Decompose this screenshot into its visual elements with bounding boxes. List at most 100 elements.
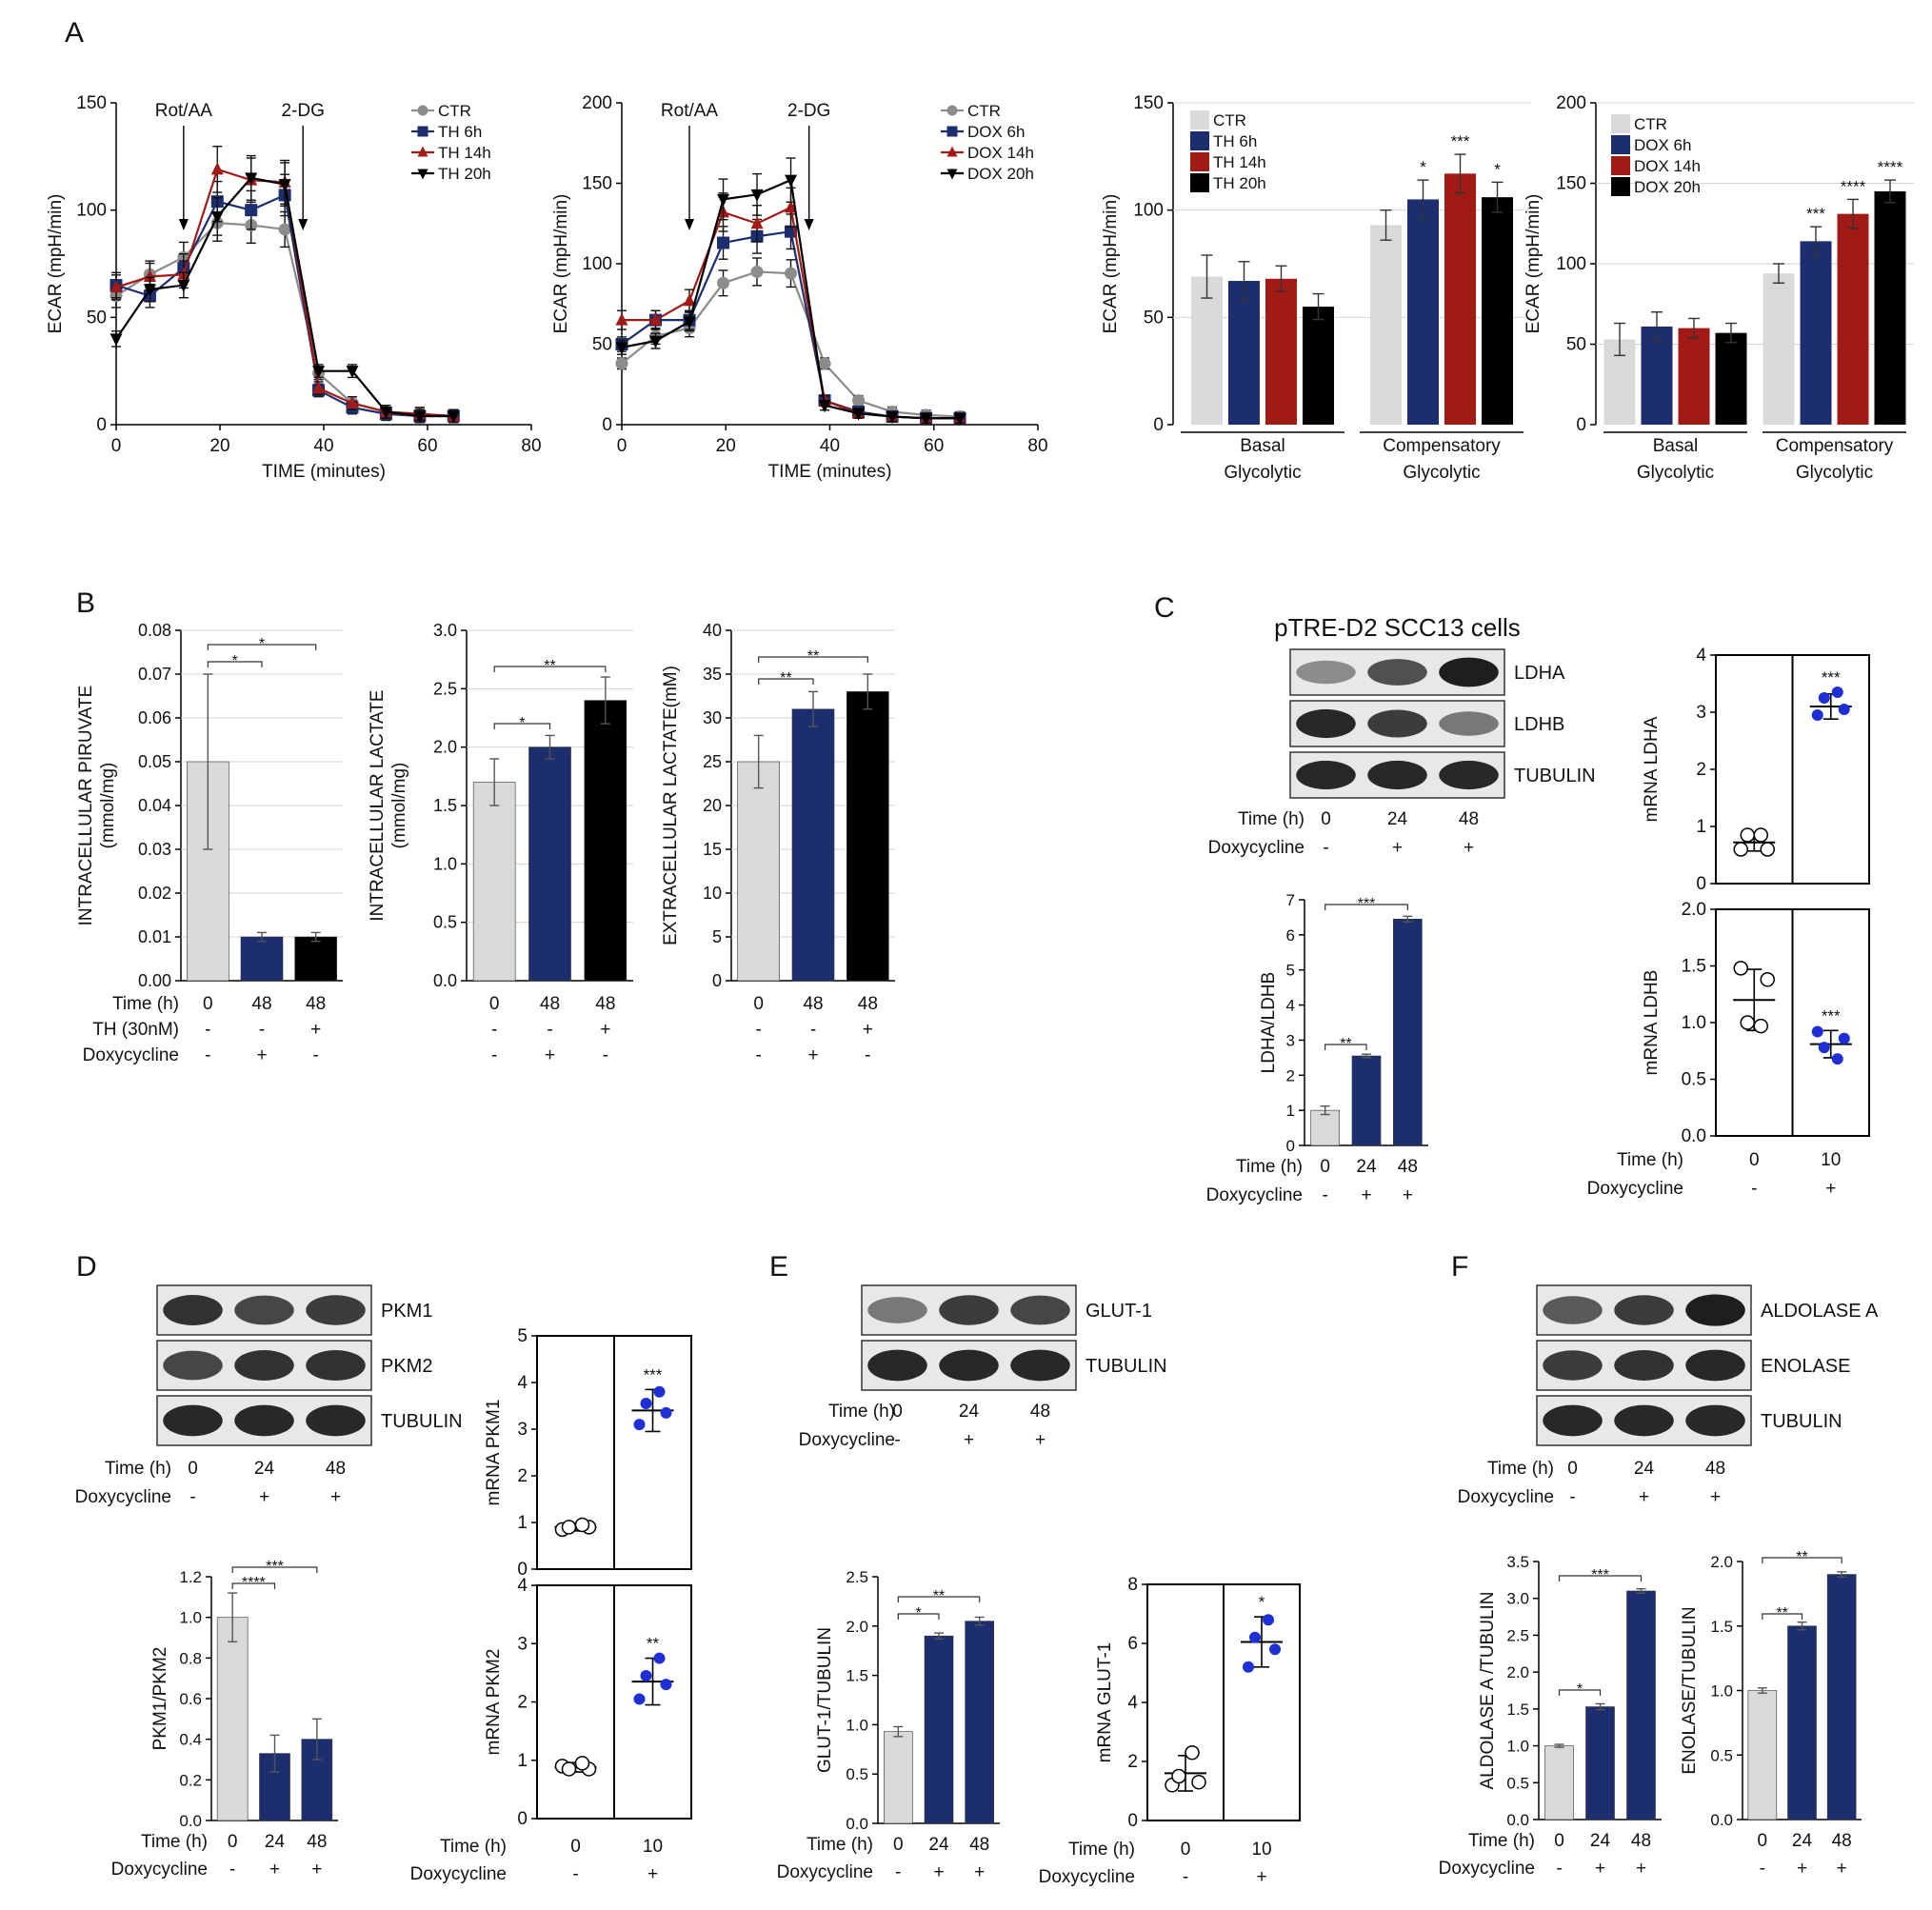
blot-band — [306, 1404, 366, 1437]
marker-triangle-down — [312, 366, 326, 379]
chart-F2-enolase-tubulin: 0.0 0.5 1.0 1.5 2.0 ENOLASE/TUBULIN ** ** 0 24 48 -… — [1680, 1549, 1862, 1879]
annotation-label: Rot/AA — [661, 101, 719, 121]
y-tick-label: 40 — [703, 621, 722, 640]
marker-triangle-down — [110, 333, 123, 347]
y-tick-label: 1 — [517, 1513, 528, 1533]
panel-label-A: A — [65, 17, 84, 49]
bar — [1303, 307, 1334, 425]
marker-triangle-down — [750, 189, 764, 202]
x-tick-label: 80 — [521, 436, 541, 456]
y-tick-label: 1 — [517, 1751, 528, 1771]
blot-band — [1614, 1404, 1674, 1437]
bar — [1678, 328, 1710, 425]
bar — [1585, 1706, 1615, 1820]
blot-band — [1296, 708, 1356, 739]
y-tick-label: 0.5 — [433, 913, 457, 932]
row-value: + — [863, 1020, 873, 1040]
y-tick-label: 0.4 — [179, 1731, 202, 1749]
y-tick-label: 0 — [1127, 1811, 1138, 1831]
bar — [924, 1635, 954, 1824]
row-label: Doxycycline — [1208, 838, 1305, 858]
marker-circle — [750, 265, 764, 278]
y-axis-label: (mmol/mg) — [98, 763, 118, 849]
blot-band — [163, 1294, 223, 1326]
blot-band — [1685, 1404, 1745, 1437]
y-tick-label: 0 — [96, 415, 107, 435]
y-tick-label: 2.5 — [846, 1568, 868, 1586]
row-label: Time (h) — [440, 1837, 507, 1857]
data-point — [1753, 1018, 1768, 1034]
marker-triangle — [417, 146, 428, 157]
row-value: - — [1323, 838, 1328, 858]
significance-label: **** — [1878, 158, 1903, 176]
y-tick-label: 1.0 — [433, 854, 457, 873]
row-value: + — [330, 1487, 341, 1507]
group-label: Compensatory — [1383, 436, 1501, 456]
y-axis-label: INTRACELLULAR PIRUVATE — [76, 686, 96, 926]
marker-triangle-down — [413, 410, 427, 424]
row-value: 10 — [1251, 1840, 1271, 1860]
marker-triangle-down — [649, 335, 663, 348]
legend-label: TH 20h — [438, 165, 491, 183]
y-tick-label: 0.5 — [1710, 1746, 1733, 1764]
y-tick-label: 4 — [1696, 646, 1706, 666]
marker-circle — [785, 267, 798, 280]
y-axis-label: mRNA GLUT-1 — [1095, 1642, 1115, 1763]
y-axis-label: mRNA PKM2 — [484, 1649, 504, 1756]
marker-triangle-down — [785, 174, 798, 188]
blot-row-label: PKM2 — [381, 1356, 432, 1377]
marker-triangle — [210, 162, 224, 175]
y-tick-label: 4 — [517, 1576, 528, 1596]
legend-label: DOX 20h — [1634, 178, 1701, 196]
significance-label: *** — [266, 1559, 284, 1575]
significance-label: * — [232, 653, 238, 669]
bar — [1482, 197, 1513, 425]
chart-B1-piruvate: 0.00 0.01 0.02 0.03 0.04 0.05 0.06 0.07 0.08 INTR… — [76, 621, 343, 1065]
row-value: 0 — [1554, 1831, 1564, 1851]
annotation-arrowhead — [804, 219, 814, 230]
blot-row-label: LDHB — [1514, 714, 1564, 735]
marker-triangle-down — [946, 169, 958, 180]
annotation-arrowhead — [178, 219, 189, 230]
y-tick-label: 20 — [703, 796, 722, 815]
data-point — [1733, 842, 1748, 857]
blot-row-label: TUBULIN — [381, 1411, 463, 1432]
x-tick-label: 80 — [1027, 436, 1047, 456]
data-point — [1760, 842, 1775, 857]
significance-label: *** — [1451, 132, 1470, 150]
significance-label: * — [519, 715, 525, 731]
blot-band — [1685, 1294, 1745, 1326]
bar — [1826, 1574, 1857, 1820]
significance-label: * — [916, 1605, 922, 1622]
svg-text:D: D — [76, 1251, 97, 1283]
row-value: 24 — [1634, 1459, 1655, 1479]
row-value: + — [1361, 1185, 1371, 1205]
row-label: Doxycycline — [1458, 1487, 1554, 1507]
bar — [584, 700, 627, 982]
blot-band — [234, 1295, 294, 1325]
legend-label: TH 6h — [438, 123, 482, 141]
row-value: + — [311, 1860, 322, 1880]
data-point — [1740, 827, 1755, 843]
blot-E: GLUT-1 TUBULIN Time (h) Doxycycline 0 24 48 - + + — [799, 1284, 1167, 1450]
significance-label: ** — [544, 658, 555, 674]
data-point — [653, 1652, 666, 1664]
y-axis-label: EXTRACELLULAR LACTATE(mM) — [661, 666, 681, 945]
row-label: Time (h) — [141, 1832, 208, 1852]
y-tick-label: 2.0 — [1682, 900, 1706, 920]
significance-label: ** — [1776, 1605, 1787, 1622]
row-value: + — [1256, 1867, 1266, 1887]
legend-label: DOX 14h — [967, 144, 1034, 162]
data-point — [640, 1398, 652, 1410]
svg-text:E: E — [769, 1251, 788, 1283]
row-value: - — [865, 1045, 870, 1065]
row-label: Doxycycline — [75, 1487, 171, 1507]
significance-label: ** — [1796, 1549, 1807, 1565]
row-value: 0 — [489, 994, 500, 1014]
y-tick-label: 3 — [517, 1634, 528, 1654]
y-tick-label: 2 — [1286, 1066, 1295, 1084]
y-tick-label: 0.06 — [138, 708, 171, 727]
marker-triangle-down — [920, 412, 933, 426]
y-tick-label: 50 — [1566, 335, 1586, 355]
